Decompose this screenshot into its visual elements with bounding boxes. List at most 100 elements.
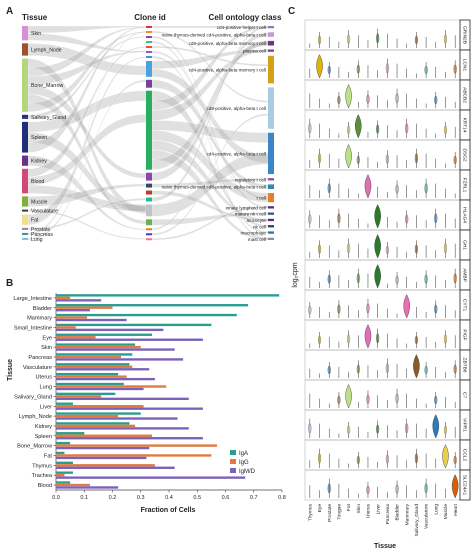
violin-row-frame bbox=[304, 19, 461, 51]
violin-x-tick-label: Liver bbox=[375, 504, 381, 515]
sankey-clone-node bbox=[146, 228, 152, 231]
sankey-title-clone-id: Clone id bbox=[134, 13, 166, 22]
gene-label: KRT14 bbox=[461, 118, 467, 133]
bar bbox=[56, 304, 249, 307]
panel-a-sankey: A Tissue Clone id Cell ontology class Sk… bbox=[6, 6, 282, 243]
violin bbox=[366, 394, 370, 404]
violin bbox=[327, 183, 331, 194]
gene-label: PIGF bbox=[461, 329, 467, 340]
sankey-link bbox=[151, 177, 269, 188]
bar bbox=[56, 392, 116, 396]
sankey-cell-class-node bbox=[268, 218, 274, 222]
bar-y-tick-label: Salivary_Gland bbox=[14, 394, 52, 400]
sankey-clone-node bbox=[146, 183, 152, 188]
sankey-mid-nodes bbox=[146, 26, 152, 241]
bar bbox=[56, 318, 127, 322]
violin bbox=[414, 153, 418, 164]
bar bbox=[56, 446, 150, 450]
sankey-cell-class-label: naive thymus-derived cd4-positive, alpha… bbox=[162, 33, 266, 38]
bar bbox=[56, 417, 178, 420]
violin-x-tick-label: Thymus bbox=[307, 503, 313, 521]
bar bbox=[56, 372, 119, 376]
bar bbox=[56, 486, 119, 489]
violin-row-frame bbox=[304, 439, 461, 471]
sankey-cell-class-node bbox=[268, 132, 274, 175]
bar bbox=[56, 466, 175, 469]
bar bbox=[56, 363, 130, 366]
gene-label: HLAG4 bbox=[461, 207, 467, 223]
violin bbox=[355, 114, 362, 139]
sankey-links bbox=[27, 25, 269, 241]
panel-b-bar-chart: B 0.0 0.1 0.2 0.3 0.4 0.5 0.6 0.7 0.8 Large_Intes… bbox=[6, 278, 286, 514]
violin bbox=[356, 455, 360, 465]
bar-x-tick-label: 0.4 bbox=[165, 495, 173, 501]
bar-y-tick-label: Vasculature bbox=[23, 365, 52, 371]
violin bbox=[403, 294, 410, 319]
violin bbox=[385, 63, 389, 74]
panel-c-label: C bbox=[288, 6, 295, 17]
violin-x-tick-label: Skin bbox=[356, 504, 362, 514]
bar bbox=[56, 395, 102, 398]
sankey-cell-class-node bbox=[268, 225, 274, 228]
violin bbox=[424, 274, 428, 284]
bar-y-tick-label: Large_Intestine bbox=[13, 296, 52, 302]
sankey-tissue-node bbox=[22, 196, 28, 207]
violin bbox=[434, 213, 438, 224]
sankey-tissue-label: Kidney bbox=[31, 159, 47, 165]
violin bbox=[443, 34, 447, 44]
bar bbox=[56, 464, 155, 467]
sankey-tissue-label: Vasculature bbox=[31, 209, 58, 215]
violin bbox=[337, 395, 341, 405]
violin bbox=[345, 84, 352, 109]
sankey-tissue-label: Skin bbox=[31, 31, 41, 37]
violin bbox=[345, 384, 352, 409]
violin bbox=[395, 275, 399, 285]
violin-row-frame bbox=[304, 289, 461, 321]
violin bbox=[374, 234, 381, 259]
sankey-clone-node bbox=[146, 233, 152, 236]
violin-x-tick-label: Prostate bbox=[327, 504, 333, 522]
sankey-link bbox=[151, 212, 269, 226]
sankey-link bbox=[151, 25, 269, 111]
gene-label: LCN1 bbox=[461, 59, 467, 72]
bar bbox=[56, 348, 175, 351]
violin bbox=[414, 453, 418, 464]
violin bbox=[414, 335, 418, 345]
sankey-cell-class-label: mast cell bbox=[248, 237, 266, 242]
bar bbox=[56, 387, 144, 391]
sankey-cell-class-label: naive thymus-derived cd8-positive, alpha… bbox=[162, 185, 266, 190]
sankey-right-nodes: cd4-positive helper t cell naive thymus-d… bbox=[162, 25, 274, 242]
sankey-clone-node bbox=[146, 51, 152, 53]
sankey-tissue-label: Pancreas bbox=[31, 232, 53, 238]
sankey-cell-class-node bbox=[268, 231, 274, 234]
gene-label: CCL2 bbox=[461, 449, 467, 462]
violin bbox=[327, 483, 331, 494]
bar-y-tick-label: Kidney bbox=[35, 424, 52, 430]
bar bbox=[56, 333, 153, 336]
bar bbox=[56, 434, 153, 437]
sankey-cell-class-node bbox=[268, 32, 274, 37]
gene-label: GH1 bbox=[461, 240, 467, 250]
gene-label: AMBP bbox=[461, 268, 467, 282]
bar bbox=[56, 407, 203, 410]
violin bbox=[405, 214, 409, 224]
violin bbox=[395, 393, 399, 404]
violin bbox=[443, 243, 447, 254]
sankey-tissue-label: Muscle bbox=[31, 199, 48, 205]
bar bbox=[56, 444, 218, 447]
sankey-clone-node bbox=[146, 36, 152, 38]
sankey-cell-class-label: mature nk t cell bbox=[235, 212, 266, 217]
sankey-cell-class-label: cd4-positive, alpha-beta memory t cell bbox=[189, 68, 266, 73]
bar bbox=[56, 441, 71, 445]
sankey-cell-class-label: regulatory t cell bbox=[235, 177, 266, 182]
violin bbox=[318, 244, 322, 254]
bar-y-tick-label: Trachea bbox=[32, 473, 53, 479]
violin bbox=[337, 304, 341, 314]
bar bbox=[56, 326, 76, 329]
bar-y-tick-label: Mammary bbox=[27, 316, 52, 322]
violin bbox=[376, 424, 380, 434]
sankey-tissue-node bbox=[22, 58, 28, 112]
sankey-tissue-label: Bone_Marrow bbox=[31, 83, 64, 89]
sankey-tissue-node bbox=[22, 214, 28, 225]
